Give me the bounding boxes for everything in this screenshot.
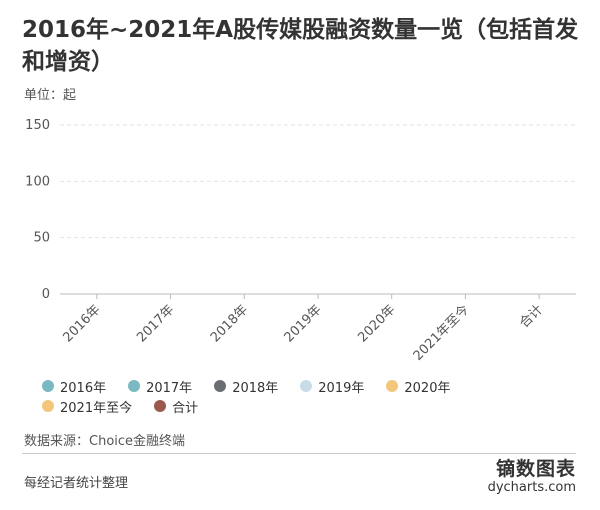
legend-label: 2020年 bbox=[404, 380, 451, 396]
footer-divider bbox=[22, 453, 576, 454]
legend-item[interactable]: 2019年 bbox=[300, 376, 364, 396]
legend-label: 2017年 bbox=[146, 380, 193, 396]
legend-label: 合计 bbox=[172, 400, 199, 416]
brand-logo[interactable]: 镝数图表 dycharts.com bbox=[488, 458, 576, 496]
y-tick-label: 50 bbox=[33, 231, 50, 246]
brand-url: dycharts.com bbox=[487, 480, 576, 495]
legend-item[interactable]: 2021年至今 bbox=[42, 396, 132, 416]
legend-swatch bbox=[42, 380, 54, 392]
x-tick-label: 2019年 bbox=[282, 302, 325, 345]
legend-item[interactable]: 2016年 bbox=[42, 376, 106, 396]
legend-swatch bbox=[214, 380, 227, 392]
legend-label: 2021年至今 bbox=[60, 400, 133, 416]
legend-swatch bbox=[42, 400, 54, 412]
chart-title: 2016年~2021年A股传媒股融资数量一览（包括首发和增资） bbox=[22, 17, 579, 75]
footer-note: 每经记者统计整理 bbox=[24, 476, 129, 491]
legend-item[interactable]: 2020年 bbox=[386, 376, 450, 396]
legend-swatch bbox=[128, 380, 141, 392]
chart-legend: 2016年 2017年 2018年 2019年 2020年 2021年至今 合计 bbox=[42, 376, 582, 416]
legend-swatch bbox=[154, 400, 167, 412]
x-tick-label: 合计 bbox=[517, 302, 546, 331]
y-tick-label: 0 bbox=[42, 287, 50, 302]
legend-label: 2016年 bbox=[60, 380, 107, 396]
legend-label: 2019年 bbox=[318, 380, 365, 396]
unit-label: 单位：起 bbox=[24, 88, 77, 103]
y-tick-label: 150 bbox=[25, 118, 50, 133]
x-tick-label: 2018年 bbox=[208, 302, 251, 345]
legend-swatch bbox=[300, 380, 313, 392]
legend-swatch bbox=[386, 380, 399, 392]
brand-name: 镝数图表 bbox=[495, 458, 576, 480]
x-tick-label: 2017年 bbox=[134, 302, 177, 345]
x-tick-label: 2016年 bbox=[60, 302, 103, 345]
x-tick-label: 2021年至今 bbox=[410, 302, 472, 364]
y-tick-label: 100 bbox=[25, 174, 50, 189]
x-tick-label: 2020年 bbox=[355, 302, 398, 345]
legend-item[interactable]: 合计 bbox=[154, 396, 198, 416]
data-source: 数据来源：Choice金融终端 bbox=[24, 434, 186, 449]
legend-item[interactable]: 2017年 bbox=[128, 376, 192, 396]
bar-chart: 0 50 100 150 2016年 2017年 2018年 2019年 2020年 2021年至… bbox=[25, 118, 576, 364]
legend-item[interactable]: 2018年 bbox=[214, 376, 278, 396]
legend-label: 2018年 bbox=[232, 380, 279, 396]
